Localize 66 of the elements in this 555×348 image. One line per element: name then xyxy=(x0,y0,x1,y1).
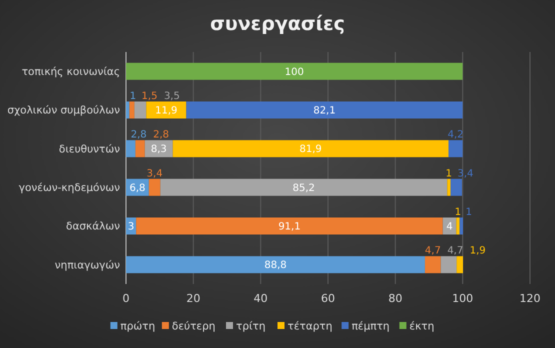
data-label: 1 xyxy=(446,168,452,180)
data-label: 88,8 xyxy=(264,260,287,272)
legend-label: τρίτη xyxy=(236,320,266,333)
x-tick-label: 40 xyxy=(254,292,268,305)
y-tick-label: σχολικών συμβούλων xyxy=(7,104,120,117)
bar xyxy=(186,101,463,119)
legend-label: έκτη xyxy=(409,320,434,333)
data-label: 3 xyxy=(128,222,134,232)
data-label: 3,4 xyxy=(458,168,474,180)
y-tick-label: νηπιαγωγών xyxy=(54,259,120,272)
data-label: 4,2 xyxy=(448,130,464,141)
data-label: 1 xyxy=(130,90,136,102)
x-tick-label: 0 xyxy=(122,292,130,305)
bar xyxy=(456,256,464,274)
bar xyxy=(440,256,457,274)
bar xyxy=(424,256,441,274)
data-label: 100 xyxy=(284,66,304,78)
data-label: 8,3 xyxy=(150,144,167,156)
x-tick-label: 80 xyxy=(388,292,402,305)
bar xyxy=(160,178,448,196)
y-tick-label: τοπικής κοινωνίας xyxy=(22,66,120,78)
data-label: 1 xyxy=(454,206,462,218)
data-label: 3,4 xyxy=(146,168,163,180)
data-label: 1,5 xyxy=(142,90,158,102)
legend-label: δεύτερη xyxy=(172,320,216,333)
x-tick-label: 20 xyxy=(186,292,200,305)
bar xyxy=(448,140,463,158)
bar xyxy=(126,256,425,274)
x-tick-label: 120 xyxy=(520,292,540,305)
legend-label: πέμπτη xyxy=(352,320,390,333)
bar xyxy=(442,217,456,235)
data-label: 2,8 xyxy=(153,130,170,141)
y-tick-label: γονέων-κηδεμόνων xyxy=(18,182,120,194)
x-tick-label: 60 xyxy=(321,292,335,305)
data-label: 3,5 xyxy=(164,90,180,102)
bar xyxy=(450,178,462,196)
bar xyxy=(126,62,463,80)
data-label: 4 xyxy=(446,222,453,232)
data-label: 81,9 xyxy=(300,144,322,156)
data-label: 1,9 xyxy=(470,246,486,257)
data-label: 2,8 xyxy=(130,130,147,141)
data-label: 4,7 xyxy=(424,246,441,257)
bar xyxy=(126,140,136,158)
data-label: 1 xyxy=(466,206,472,218)
legend-label: τέταρτη xyxy=(288,320,332,333)
data-label: 82,1 xyxy=(313,106,336,116)
bar xyxy=(135,140,145,158)
data-label: 4,7 xyxy=(447,246,464,257)
bar xyxy=(146,101,186,119)
bar xyxy=(136,217,443,235)
bar xyxy=(126,101,130,119)
data-label: 91,1 xyxy=(278,222,301,232)
bar xyxy=(460,217,464,235)
bar xyxy=(148,178,160,196)
data-label: 85,2 xyxy=(292,182,315,194)
bar xyxy=(172,140,449,158)
data-label: 6,8 xyxy=(129,182,146,194)
x-tick-label: 100 xyxy=(452,292,474,305)
legend-label: πρώτη xyxy=(120,320,156,333)
y-tick-label: δασκάλων xyxy=(66,220,120,233)
bar xyxy=(447,178,451,196)
chart-title: συνεργασίες xyxy=(210,13,345,35)
bar xyxy=(134,101,146,119)
bar xyxy=(129,101,134,119)
data-label: 11,9 xyxy=(155,106,178,116)
y-tick-label: διευθυντών xyxy=(58,143,120,156)
